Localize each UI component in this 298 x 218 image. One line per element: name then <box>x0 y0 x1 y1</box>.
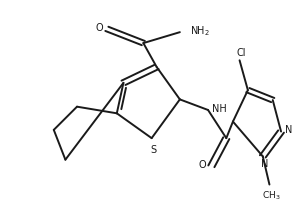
Text: O: O <box>199 160 206 170</box>
Text: S: S <box>150 145 156 155</box>
Text: NH$_2$: NH$_2$ <box>190 24 210 38</box>
Text: CH$_3$: CH$_3$ <box>262 190 280 203</box>
Text: Cl: Cl <box>236 48 246 58</box>
Text: NH: NH <box>212 104 226 114</box>
Text: N: N <box>260 159 268 169</box>
Text: O: O <box>96 23 103 33</box>
Text: N: N <box>285 125 293 135</box>
